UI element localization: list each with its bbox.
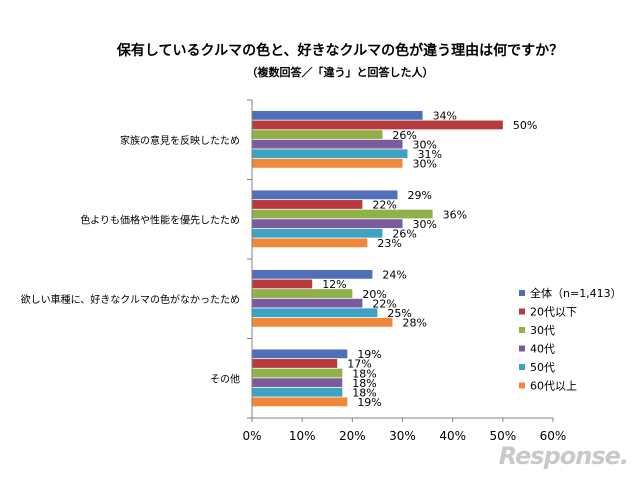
data-label: 30% xyxy=(413,218,437,231)
bar xyxy=(252,397,348,407)
data-label: 28% xyxy=(402,317,426,330)
data-label: 34% xyxy=(433,110,457,123)
bar xyxy=(252,209,433,219)
legend-swatch xyxy=(519,345,525,352)
x-tick-label: 40% xyxy=(439,429,466,443)
data-label: 26% xyxy=(392,227,416,240)
legend-label: 50代 xyxy=(530,361,555,374)
bar xyxy=(252,238,368,248)
data-label: 18% xyxy=(352,367,376,380)
legend-label: 20代以下 xyxy=(530,306,577,319)
x-tick-label: 20% xyxy=(339,429,366,443)
response-logo: Response. xyxy=(498,442,629,470)
data-label: 25% xyxy=(387,307,411,320)
x-tick-label: 30% xyxy=(389,429,416,443)
bar xyxy=(252,110,423,120)
data-label: 12% xyxy=(322,278,346,291)
x-tick-label: 60% xyxy=(540,429,567,443)
bar xyxy=(252,387,343,397)
bar xyxy=(252,359,338,368)
data-label: 36% xyxy=(443,208,467,221)
data-label: 26% xyxy=(392,129,416,142)
bar xyxy=(252,368,343,378)
legend-swatch xyxy=(519,364,525,370)
data-label: 50% xyxy=(513,119,537,132)
data-label: 24% xyxy=(382,269,406,282)
data-label: 18% xyxy=(352,386,376,399)
data-label: 30% xyxy=(413,138,437,151)
data-label: 19% xyxy=(357,348,381,361)
data-label: 20% xyxy=(362,288,386,301)
chart-title: 保有しているクルマの色と、好きなクルマの色が違う理由は何ですか？ xyxy=(116,43,564,59)
data-label: 31% xyxy=(418,148,442,161)
data-label: 22% xyxy=(372,297,396,310)
legend-label: 全体（n=1,413） xyxy=(530,286,622,300)
bar xyxy=(252,308,378,318)
legend-label: 60代以上 xyxy=(530,380,577,393)
bar xyxy=(252,228,383,238)
legend-label: 40代 xyxy=(530,343,555,356)
bar xyxy=(252,219,403,229)
data-label: 19% xyxy=(357,396,381,409)
x-tick-label: 0% xyxy=(242,429,261,443)
data-label: 29% xyxy=(407,189,431,202)
bar xyxy=(252,200,363,209)
data-label: 30% xyxy=(413,158,437,171)
data-label: 17% xyxy=(347,358,371,371)
bar xyxy=(252,378,343,388)
category-label: 色よりも価格や性能を優先したため xyxy=(80,213,240,226)
category-label: 欲しい車種に、好きなクルマの色がなかったため xyxy=(21,293,240,306)
bar xyxy=(252,269,373,279)
data-label: 18% xyxy=(352,377,376,390)
legend-swatch xyxy=(519,290,525,296)
bar xyxy=(252,289,353,298)
bar xyxy=(252,130,383,139)
bar xyxy=(252,279,313,289)
x-tick-label: 10% xyxy=(289,429,316,443)
legend-label: 30代 xyxy=(530,324,555,337)
bar xyxy=(252,349,348,359)
category-label: 家族の意見を反映したため xyxy=(120,134,240,147)
bar xyxy=(252,190,398,200)
x-tick-label: 50% xyxy=(489,429,516,443)
bar xyxy=(252,158,403,168)
data-label: 22% xyxy=(372,199,396,212)
bar xyxy=(252,298,363,308)
bar xyxy=(252,317,393,327)
bar xyxy=(252,120,503,130)
category-label: その他 xyxy=(210,372,240,385)
legend-swatch xyxy=(519,308,525,315)
legend-swatch xyxy=(519,382,525,389)
chart-subtitle: （複数回答／「違う」と回答した人） xyxy=(246,66,434,79)
data-label: 23% xyxy=(377,237,401,250)
bar xyxy=(252,149,408,159)
bar xyxy=(252,139,403,149)
legend-swatch xyxy=(519,327,525,333)
